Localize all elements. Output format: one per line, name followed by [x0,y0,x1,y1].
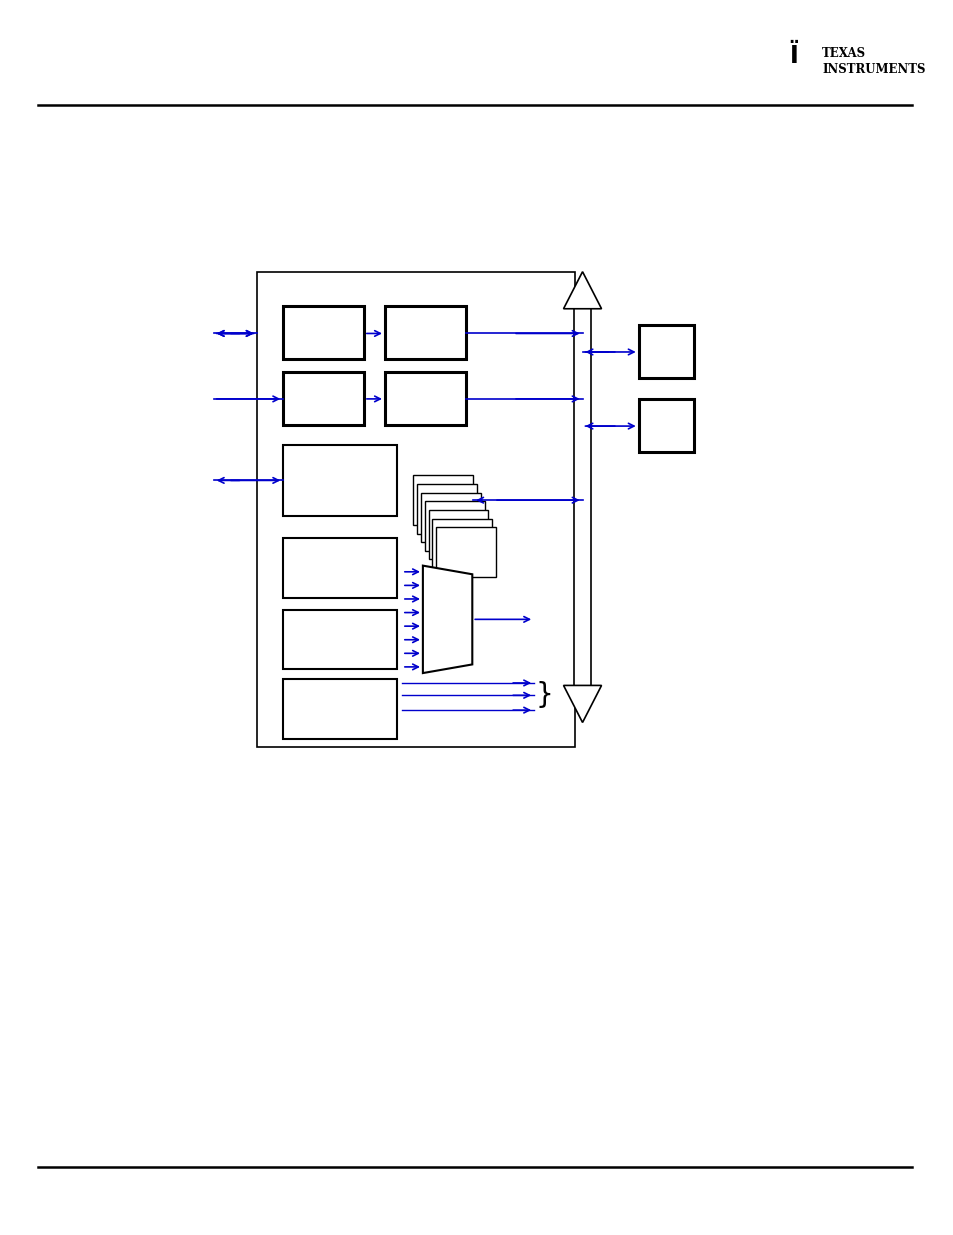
FancyBboxPatch shape [416,484,476,534]
FancyBboxPatch shape [574,306,591,688]
FancyBboxPatch shape [283,445,396,516]
Text: Ï: Ï [788,44,797,68]
FancyBboxPatch shape [424,501,484,551]
FancyBboxPatch shape [283,538,396,598]
FancyBboxPatch shape [283,679,396,739]
FancyBboxPatch shape [428,510,488,559]
Text: TEXAS
INSTRUMENTS: TEXAS INSTRUMENTS [821,47,924,75]
FancyBboxPatch shape [432,519,492,568]
FancyBboxPatch shape [413,475,473,525]
FancyBboxPatch shape [283,306,364,359]
FancyBboxPatch shape [638,325,693,378]
Polygon shape [563,685,601,722]
FancyBboxPatch shape [283,372,364,425]
Polygon shape [563,272,601,309]
FancyBboxPatch shape [256,272,575,747]
FancyBboxPatch shape [384,372,465,425]
Polygon shape [422,566,472,673]
FancyBboxPatch shape [384,306,465,359]
FancyBboxPatch shape [638,399,693,452]
FancyBboxPatch shape [283,610,396,669]
FancyBboxPatch shape [420,493,480,542]
FancyBboxPatch shape [436,527,496,577]
Text: }: } [535,682,552,709]
